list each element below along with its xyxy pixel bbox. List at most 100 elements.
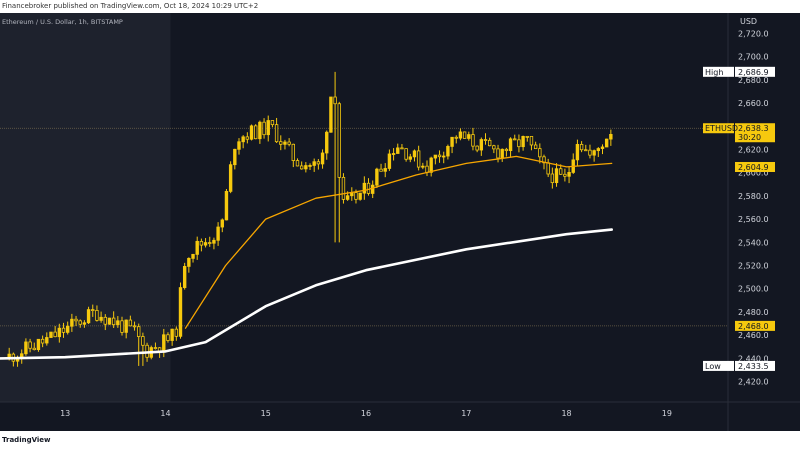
price-label-tag-box <box>703 66 734 77</box>
candle-body <box>513 138 517 141</box>
candle-body <box>53 331 57 338</box>
candle-body <box>525 135 529 138</box>
candle-body <box>433 154 438 159</box>
publisher-text: Financebroker published on TradingView.c… <box>2 2 259 10</box>
candle-body <box>533 144 538 150</box>
tradingview-logo[interactable]: TradingView <box>2 436 51 444</box>
candle-body <box>345 195 350 200</box>
candle-body <box>325 131 329 154</box>
candle-body <box>82 322 87 325</box>
candle-body <box>224 190 229 221</box>
x-tick-label: 19 <box>662 409 672 418</box>
price-label-value: 2,604.9 <box>738 163 769 172</box>
candle-body <box>174 328 179 337</box>
y-tick-label: 2,460.0 <box>738 331 769 340</box>
candle-body <box>49 331 53 338</box>
candle-body <box>575 144 580 161</box>
candle-body <box>370 184 375 194</box>
candle-body <box>508 138 513 152</box>
candle-body <box>517 139 521 148</box>
candle-body <box>220 219 224 228</box>
candle-body <box>24 341 28 355</box>
price-label-value: 2,686.9 <box>738 68 769 77</box>
candle-body <box>195 240 199 255</box>
candle-body <box>95 310 99 321</box>
fast-moving-average-line <box>184 155 613 329</box>
x-tick-label: 15 <box>261 409 271 418</box>
y-tick-label: 2,500.0 <box>738 285 769 294</box>
currency-label: USD <box>740 17 757 26</box>
candle-body <box>320 152 325 165</box>
candle-body <box>245 136 250 140</box>
candle-body <box>237 141 241 150</box>
candle-body <box>584 149 588 152</box>
candle-body <box>199 240 204 246</box>
candle-body <box>462 131 467 139</box>
candle-body <box>496 148 500 159</box>
candle-body <box>316 161 321 165</box>
y-tick-label: 2,520.0 <box>738 262 769 271</box>
y-tick-label: 2,560.0 <box>738 215 769 224</box>
price-label-box <box>735 360 775 371</box>
candle-body <box>312 161 316 166</box>
candle-body <box>212 239 216 244</box>
candle-body <box>592 150 596 156</box>
candle-body <box>479 139 484 151</box>
y-tick-label: 2,720.0 <box>738 29 769 38</box>
candle-body <box>404 148 408 160</box>
price-label-box <box>735 320 775 331</box>
candle-body <box>203 242 208 246</box>
x-tick-label: 18 <box>561 409 571 418</box>
candle-body <box>492 145 496 150</box>
candle-body <box>609 134 613 140</box>
candle-body <box>341 176 346 200</box>
price-label-tag: ETHUSD <box>705 124 738 133</box>
candle-body <box>228 164 233 192</box>
candle-body <box>36 338 41 351</box>
candle-body <box>471 134 475 147</box>
candle-body <box>500 148 504 159</box>
candle-body <box>65 325 70 333</box>
candle-body <box>354 192 358 200</box>
candle-body <box>233 148 237 166</box>
candle-body <box>279 141 283 145</box>
price-label-tag: High <box>705 68 723 77</box>
candle-body <box>383 168 387 172</box>
candle-body <box>254 125 258 140</box>
chart-area[interactable]: 2,420.0 2,440.0 2,460.0 2,480.0 2,500.0 2,520… <box>0 13 800 431</box>
candle-body <box>187 257 191 267</box>
candle-body <box>295 160 300 167</box>
candle-body <box>216 226 220 241</box>
candle-body <box>287 141 291 145</box>
candle-body <box>124 319 128 333</box>
candle-body <box>454 136 458 139</box>
price-label-tag-box <box>703 360 734 371</box>
candle-body <box>40 338 45 344</box>
candle-body <box>241 136 245 143</box>
y-tick-label: 2,540.0 <box>738 238 769 247</box>
candle-body <box>74 318 78 322</box>
candle-body <box>588 149 592 156</box>
candle-body <box>91 309 95 311</box>
candle-body <box>521 135 525 148</box>
x-tick-label: 14 <box>160 409 170 418</box>
candle-body <box>400 147 404 150</box>
candle-body <box>391 153 396 155</box>
candle-body <box>128 319 133 327</box>
candle-body <box>559 168 563 175</box>
chart-canvas[interactable]: 2,420.0 2,440.0 2,460.0 2,480.0 2,500.0 2,520… <box>0 13 800 431</box>
candle-body <box>86 309 91 324</box>
price-label-tag-box <box>703 123 734 134</box>
candle-body <box>99 316 103 321</box>
price-label-box <box>735 66 775 77</box>
candle-body <box>337 103 341 178</box>
candle-body <box>366 182 371 194</box>
candle-body <box>437 154 442 158</box>
candle-body <box>421 165 425 168</box>
candle-body <box>111 317 116 326</box>
candle-body <box>32 347 36 351</box>
candle-body <box>120 320 124 333</box>
price-label-countdown: 30:20 <box>738 133 761 142</box>
candle-body <box>249 125 254 140</box>
candle-body <box>107 317 112 325</box>
